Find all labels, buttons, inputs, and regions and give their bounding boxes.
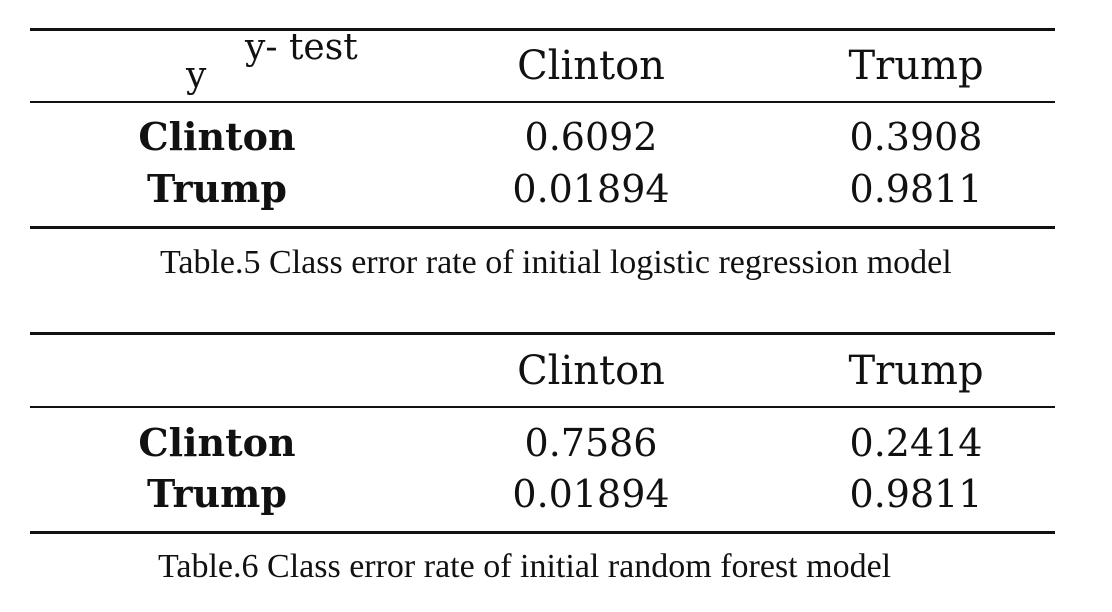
table-5-row-label-trump: Trump	[147, 166, 287, 211]
table-5-bottom-rule	[30, 226, 1055, 229]
table-5-header-trump: Trump	[848, 43, 984, 89]
table-5-cell-trump-clinton: 0.01894	[512, 167, 670, 211]
table-5-cell-clinton-clinton: 0.6092	[524, 115, 658, 159]
table-5-top-rule	[30, 28, 1055, 31]
table-5-cell-clinton-trump: 0.3908	[849, 115, 983, 159]
table-6-cell-clinton-clinton: 0.7586	[524, 421, 658, 465]
table-6-header-rule	[30, 406, 1055, 408]
table-6-cell-trump-clinton: 0.01894	[512, 472, 670, 516]
table-6-top-rule	[30, 332, 1055, 335]
table-6-bottom-rule	[30, 531, 1055, 534]
table-6-row-label-trump: Trump	[147, 471, 287, 516]
table-5-row-label-clinton: Clinton	[138, 114, 296, 159]
table-6-row-label-clinton: Clinton	[138, 420, 296, 465]
table-6-caption: Table.6 Class error rate of initial rand…	[158, 548, 892, 585]
table-5-caption: Table.5 Class error rate of initial logi…	[160, 244, 952, 281]
table-6-header-trump: Trump	[848, 348, 984, 394]
table-6-cell-trump-trump: 0.9811	[849, 472, 983, 516]
table-5-header-rule	[30, 101, 1055, 103]
table-6-cell-clinton-trump: 0.2414	[849, 421, 983, 465]
table-5-cell-trump-trump: 0.9811	[849, 167, 983, 211]
table-5-corner-column-label: y- test	[245, 27, 358, 68]
table-5-header-clinton: Clinton	[517, 43, 665, 89]
table-5-corner-row-label: y	[186, 55, 207, 96]
table-6-header-clinton: Clinton	[517, 348, 665, 394]
